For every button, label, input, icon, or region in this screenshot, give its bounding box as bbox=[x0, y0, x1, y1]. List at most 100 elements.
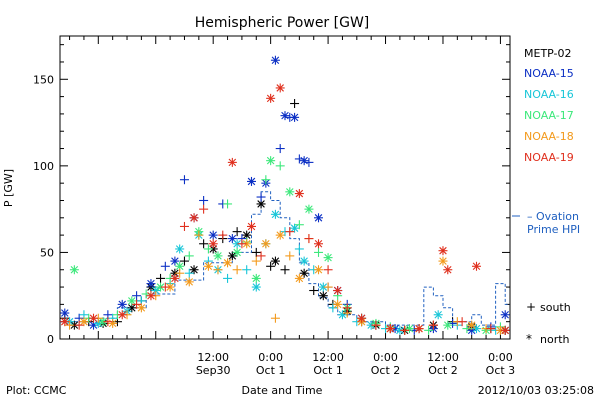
marker-key-south-label: south bbox=[540, 301, 571, 314]
marker-key: + south * north bbox=[526, 300, 571, 346]
x-tick-date-label: Oct 1 bbox=[313, 364, 343, 377]
y-tick-label: 150 bbox=[33, 73, 54, 86]
footer-left: Plot: CCMC bbox=[6, 384, 67, 397]
data-point-noaa-18 bbox=[323, 282, 333, 292]
ovation-legend-line1: – Ovation bbox=[527, 210, 579, 223]
data-point-noaa-15 bbox=[314, 213, 324, 223]
plot-area bbox=[59, 35, 511, 340]
data-point-metp-02 bbox=[199, 239, 209, 249]
data-point-noaa-17 bbox=[261, 175, 271, 185]
data-point-noaa-15 bbox=[275, 144, 285, 154]
legend-item-noaa-17: NOAA-17 bbox=[524, 109, 574, 122]
data-point-noaa-19 bbox=[160, 282, 170, 292]
data-point-noaa-19 bbox=[117, 310, 127, 320]
chart-title: Hemispheric Power [GW] bbox=[195, 15, 370, 31]
data-point-noaa-19 bbox=[266, 93, 276, 103]
data-point-noaa-15 bbox=[179, 175, 189, 185]
data-point-noaa-19 bbox=[60, 317, 70, 327]
data-point-noaa-17 bbox=[462, 324, 472, 334]
data-point-noaa-19 bbox=[500, 325, 510, 335]
data-point-noaa-19 bbox=[438, 246, 448, 256]
data-point-noaa-18 bbox=[175, 268, 185, 278]
data-point-noaa-19 bbox=[414, 324, 424, 334]
data-point-noaa-16 bbox=[290, 223, 300, 233]
data-point-noaa-15 bbox=[132, 291, 142, 301]
data-point-noaa-19 bbox=[400, 325, 410, 335]
x-tick-date-label: Sep30 bbox=[196, 364, 231, 377]
data-point-noaa-15 bbox=[270, 55, 280, 65]
data-point-noaa-17 bbox=[314, 247, 324, 257]
data-point-noaa-19 bbox=[199, 204, 209, 214]
data-point-noaa-18 bbox=[108, 318, 118, 328]
data-point-noaa-16 bbox=[471, 324, 481, 334]
data-point-noaa-16 bbox=[184, 268, 194, 278]
data-point-metp-02 bbox=[309, 286, 319, 296]
data-point-metp-02 bbox=[280, 265, 290, 275]
data-point-noaa-18 bbox=[467, 320, 477, 330]
x-tick-date-label: Oct 3 bbox=[486, 364, 516, 377]
data-point-noaa-19 bbox=[443, 265, 453, 275]
ovation-legend-line2: Prime HPI bbox=[527, 223, 580, 236]
data-point-noaa-15 bbox=[60, 308, 70, 318]
data-point-noaa-18 bbox=[294, 273, 304, 283]
data-point-noaa-18 bbox=[194, 230, 204, 240]
data-point-noaa-18 bbox=[223, 258, 233, 268]
data-point-noaa-17 bbox=[424, 325, 434, 335]
data-point-noaa-18 bbox=[314, 265, 324, 275]
data-point-noaa-15 bbox=[280, 111, 290, 121]
data-point-noaa-19 bbox=[74, 320, 84, 330]
data-point-noaa-19 bbox=[246, 221, 256, 231]
legend-item-noaa-18: NOAA-18 bbox=[524, 130, 574, 143]
data-point-noaa-19 bbox=[357, 313, 367, 323]
data-point-noaa-15 bbox=[160, 261, 170, 271]
data-point-metp-02 bbox=[69, 320, 79, 330]
marker-key-south-symbol: + bbox=[526, 300, 536, 314]
data-point-noaa-15 bbox=[208, 230, 218, 240]
data-point-noaa-16 bbox=[337, 310, 347, 320]
data-point-noaa-17 bbox=[275, 161, 285, 171]
data-point-noaa-17 bbox=[323, 253, 333, 263]
plot-frame bbox=[59, 35, 511, 340]
x-tick-label: 0:00 bbox=[258, 351, 283, 364]
data-point-noaa-16 bbox=[223, 273, 233, 283]
data-point-noaa-15 bbox=[199, 195, 209, 205]
data-point-metp-02 bbox=[318, 291, 328, 301]
data-point-noaa-15 bbox=[304, 157, 314, 167]
data-point-noaa-18 bbox=[65, 320, 75, 330]
data-point-noaa-18 bbox=[270, 313, 280, 323]
marker-key-north-label: north bbox=[540, 333, 570, 346]
data-point-noaa-18 bbox=[275, 230, 285, 240]
data-point-noaa-17 bbox=[304, 204, 314, 214]
data-point-metp-02 bbox=[290, 99, 300, 109]
data-point-noaa-18 bbox=[333, 299, 343, 309]
x-tick-date-label: Oct 1 bbox=[256, 364, 286, 377]
x-tick-date-label: Oct 2 bbox=[371, 364, 401, 377]
footer-right: 2012/10/03 03:25:08 bbox=[478, 384, 594, 397]
data-point-noaa-19 bbox=[342, 303, 352, 313]
data-point-noaa-19 bbox=[385, 324, 395, 334]
data-point-noaa-16 bbox=[294, 244, 304, 254]
data-point-noaa-17 bbox=[294, 220, 304, 230]
data-point-noaa-17 bbox=[127, 296, 137, 306]
data-point-noaa-19 bbox=[428, 320, 438, 330]
data-point-noaa-19 bbox=[170, 273, 180, 283]
data-point-metp-02 bbox=[227, 251, 237, 261]
data-point-noaa-19 bbox=[314, 239, 324, 249]
x-tick-label: 12:00 bbox=[197, 351, 229, 364]
data-point-noaa-17 bbox=[213, 251, 223, 261]
data-point-noaa-17 bbox=[443, 320, 453, 330]
data-point-noaa-19 bbox=[208, 239, 218, 249]
data-point-noaa-19 bbox=[457, 317, 467, 327]
data-point-noaa-17 bbox=[285, 187, 295, 197]
x-tick-label: 0:00 bbox=[373, 351, 398, 364]
data-point-noaa-18 bbox=[213, 265, 223, 275]
x-axis-label: Date and Time bbox=[242, 384, 323, 397]
data-point-noaa-16 bbox=[242, 265, 252, 275]
legend-item-noaa-15: NOAA-15 bbox=[524, 67, 574, 80]
data-point-noaa-19 bbox=[89, 313, 99, 323]
data-point-metp-02 bbox=[156, 273, 166, 283]
y-tick-label: 0 bbox=[47, 333, 54, 346]
data-point-metp-02 bbox=[179, 256, 189, 266]
data-point-noaa-19 bbox=[486, 324, 496, 334]
